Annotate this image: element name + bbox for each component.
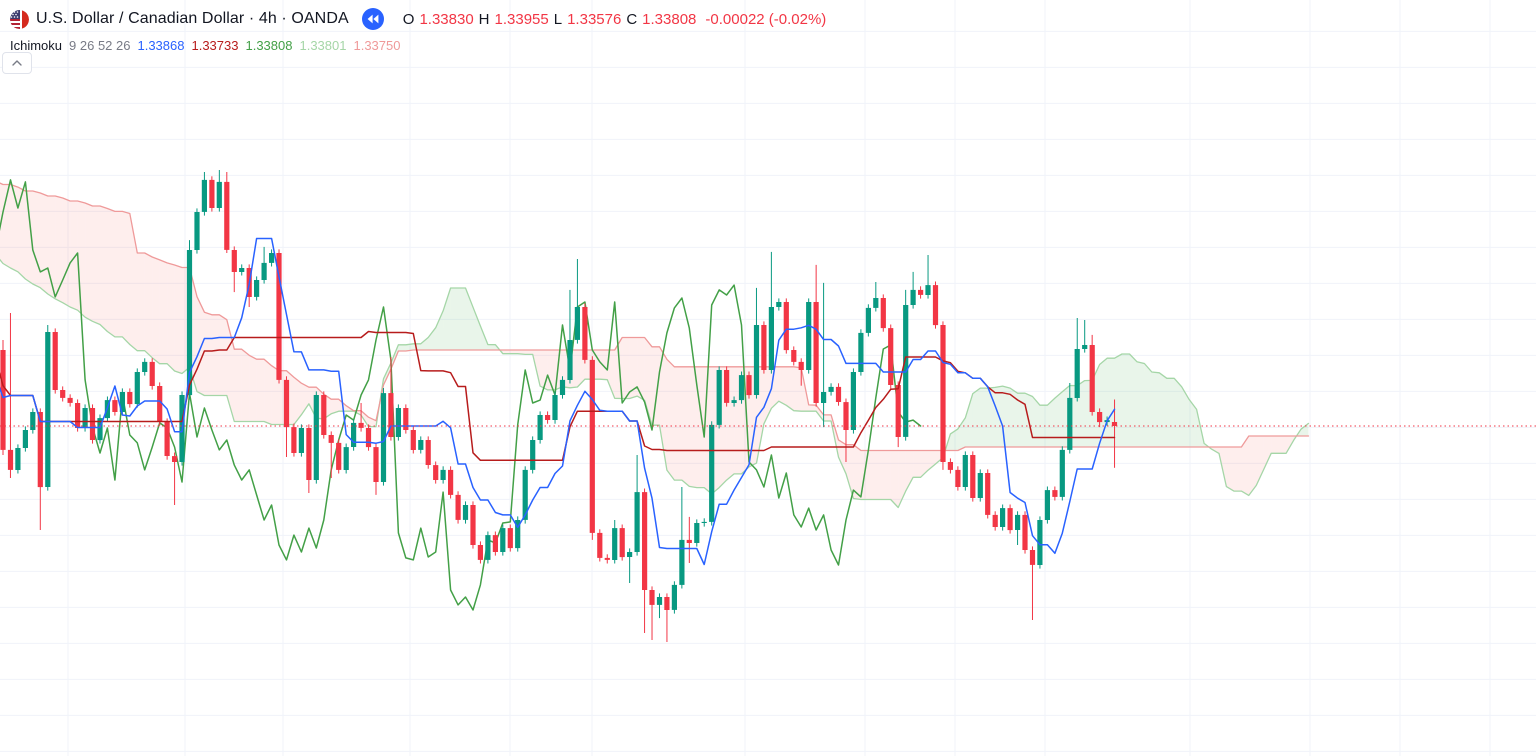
leading-span-b-value: 1.33750 (353, 37, 401, 53)
low-value: 1.33576 (567, 10, 622, 28)
high-value: 1.33955 (494, 10, 549, 28)
high-label: H (478, 10, 490, 28)
low-label: L (553, 10, 563, 28)
change-value: -0.00022 (-0.02%) (705, 10, 827, 28)
lagging-span-value: 1.33808 (245, 37, 293, 53)
symbol-status-row: U.S. Dollar / Canadian Dollar · 4h · OAN… (10, 6, 826, 32)
conversion-line (0, 237, 1116, 566)
leading-span-a-value: 1.33801 (299, 37, 347, 53)
open-value: 1.33830 (419, 10, 474, 28)
close-label: C (626, 10, 638, 28)
base-line (0, 330, 1116, 462)
leading-span-b-line (0, 182, 1310, 452)
base-line-value: 1.33733 (191, 37, 239, 53)
open-label: O (402, 10, 415, 28)
ohlc-readout: O 1.33830 H 1.33955 L 1.33576 C 1.33808 -0.0… (403, 11, 827, 28)
fast-backward-icon (367, 14, 379, 24)
leading-span-a-line (0, 258, 1310, 509)
close-value: 1.33808 (642, 10, 697, 28)
indicator-name[interactable]: Ichimoku (10, 37, 63, 53)
symbol-title[interactable]: U.S. Dollar / Canadian Dollar · 4h · OAN… (36, 10, 349, 27)
collapse-indicators-button[interactable] (2, 52, 32, 74)
chart-legend: U.S. Dollar / Canadian Dollar · 4h · OAN… (10, 6, 826, 56)
indicator-status-row[interactable]: Ichimoku 9 26 52 26 1.33868 1.33733 1.33… (10, 34, 826, 56)
indicator-params: 9 26 52 26 (69, 37, 131, 53)
lagging-span-line (0, 179, 922, 611)
fast-backward-button[interactable] (361, 8, 384, 30)
conversion-line-value: 1.33868 (137, 37, 185, 53)
usdcad-flag-icon (10, 9, 29, 29)
chevron-up-icon (12, 60, 22, 66)
